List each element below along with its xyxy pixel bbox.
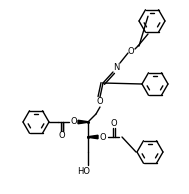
- Text: O: O: [111, 120, 117, 128]
- Text: O: O: [97, 98, 103, 107]
- Text: O: O: [71, 118, 77, 126]
- Text: O: O: [100, 133, 106, 141]
- Polygon shape: [88, 135, 98, 139]
- Text: HO: HO: [77, 166, 91, 176]
- Polygon shape: [78, 120, 88, 124]
- Text: O: O: [128, 47, 134, 55]
- Text: O: O: [59, 131, 65, 139]
- Text: N: N: [113, 63, 119, 73]
